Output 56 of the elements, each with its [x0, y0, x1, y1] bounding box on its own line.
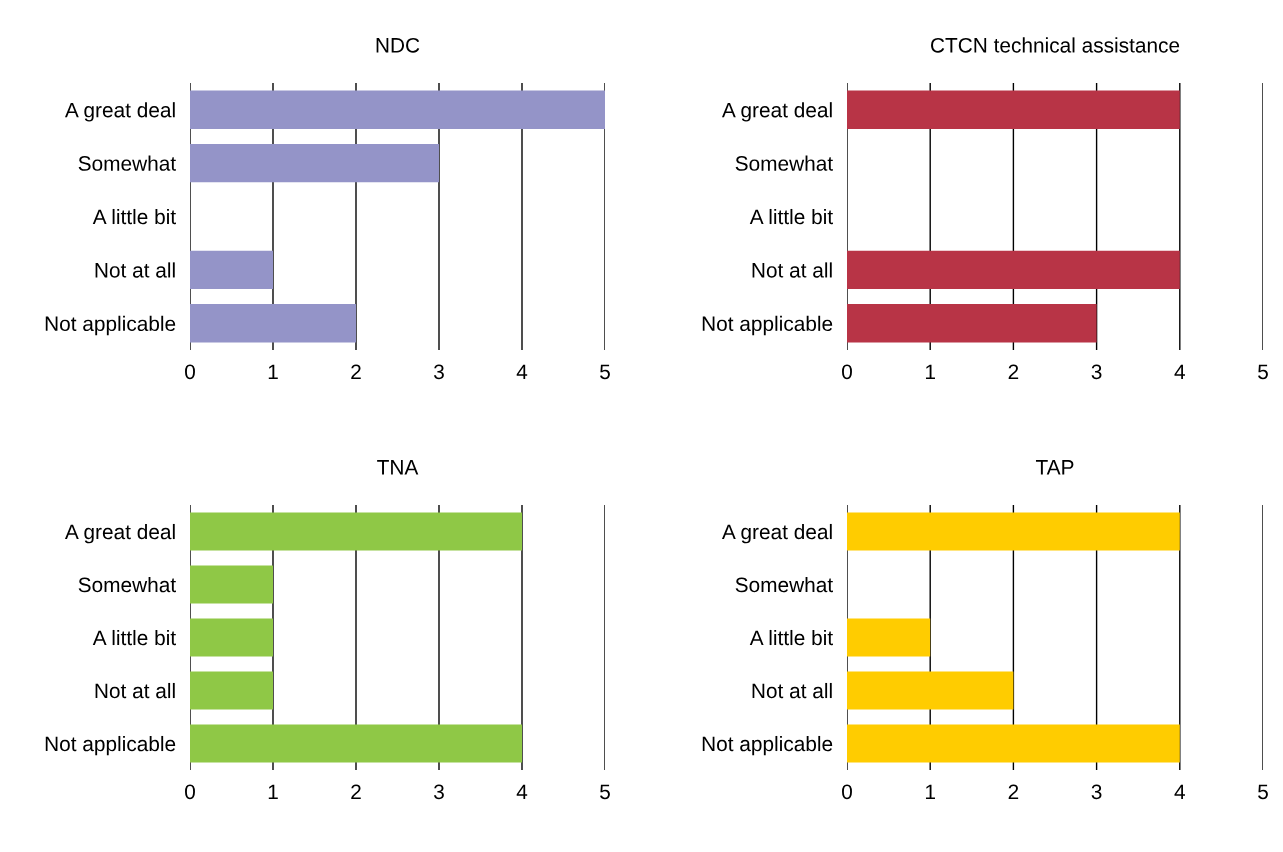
x-tick-label: 1 [268, 364, 278, 379]
bar [847, 618, 931, 657]
x-tick-label: 2 [351, 784, 361, 799]
x-tick-label: 5 [1258, 784, 1268, 800]
y-tick-label: A little bit [92, 208, 176, 225]
y-tick-label: A great deal [721, 523, 832, 544]
y-tick-label: Not at all [752, 682, 832, 699]
x-tick-label: 4 [1174, 784, 1185, 799]
y-tick-label: Not applicable [45, 735, 176, 756]
y-tick-label: Not at all [95, 262, 175, 278]
x-tick-label: 2 [1008, 364, 1019, 379]
y-tick-label: Not applicable [45, 315, 176, 336]
y-tick-label: A little bit [749, 629, 833, 646]
x-tick-label: 2 [351, 364, 361, 379]
x-tick-label: 0 [185, 364, 195, 380]
x-tick-label: 5 [600, 784, 610, 800]
y-tick-label: A little bit [92, 629, 176, 646]
y-tick-label: Somewhat [735, 155, 833, 171]
chart-title: TAP [1035, 460, 1074, 475]
x-tick-label: 5 [600, 364, 610, 380]
x-tick-label: 2 [1008, 784, 1019, 799]
y-tick-label: A little bit [749, 208, 833, 225]
x-tick-label: 0 [842, 364, 852, 380]
x-tick-label: 3 [1091, 784, 1102, 800]
y-tick-label: A great deal [721, 102, 832, 122]
y-tick-label: Somewhat [78, 576, 176, 593]
x-tick-label: 1 [926, 784, 935, 799]
x-tick-label: 3 [434, 784, 444, 800]
y-tick-label: Somewhat [735, 576, 833, 593]
x-tick-label: 3 [1091, 364, 1102, 380]
bar [190, 250, 273, 290]
x-tick-label: 4 [1174, 364, 1185, 379]
bar [190, 143, 439, 183]
y-tick-label: Not at all [95, 682, 175, 699]
x-tick-label: 4 [516, 364, 528, 379]
x-tick-label: 3 [434, 364, 444, 380]
y-tick-label: Not at all [752, 262, 832, 278]
x-tick-label: 1 [926, 364, 935, 379]
x-tick-label: 0 [842, 784, 852, 800]
y-tick-label: Not applicable [702, 735, 833, 756]
x-tick-label: 0 [185, 784, 195, 800]
bar [847, 724, 1180, 763]
y-tick-label: Not applicable [702, 315, 833, 336]
x-tick-label: 1 [268, 784, 278, 799]
x-tick-label: 5 [1258, 364, 1268, 380]
chart-title: TNA [377, 460, 419, 475]
bar [190, 90, 605, 129]
bar [190, 304, 356, 343]
chart-title: CTCN technical assistance [931, 37, 1180, 53]
y-tick-label: A great deal [64, 523, 175, 544]
chart-title: NDC [376, 37, 420, 53]
bar [847, 512, 1180, 551]
y-tick-label: Somewhat [78, 155, 176, 171]
x-tick-label: 4 [516, 784, 528, 799]
y-tick-label: A great deal [64, 102, 175, 122]
bar [847, 671, 1014, 710]
